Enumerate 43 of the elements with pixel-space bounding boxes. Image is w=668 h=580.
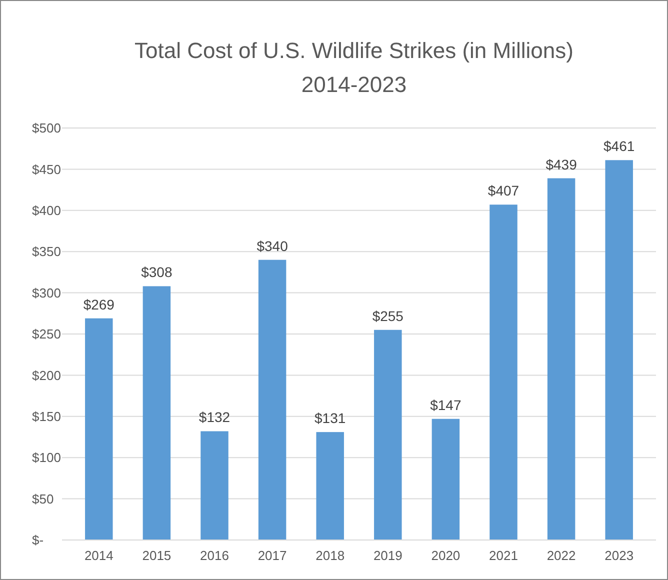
y-tick-label: $- — [32, 532, 44, 548]
data-label: $131 — [314, 410, 346, 426]
bar — [316, 432, 344, 540]
x-tick-label: 2015 — [142, 548, 172, 563]
x-tick-label: 2019 — [373, 548, 402, 563]
y-tick-label: $450 — [32, 162, 61, 177]
chart-title: Total Cost of U.S. Wildlife Strikes (in Millions) — [134, 38, 574, 63]
y-tick-label: $150 — [32, 408, 61, 424]
x-tick-label: 2018 — [316, 548, 345, 563]
bar — [432, 418, 460, 540]
y-tick-label: $350 — [32, 244, 61, 260]
y-tick-label: $250 — [32, 326, 61, 342]
data-label: $132 — [198, 409, 230, 426]
bar — [85, 318, 113, 540]
data-label: $255 — [372, 308, 404, 324]
x-tick-label: 2014 — [84, 548, 114, 563]
data-label: $461 — [604, 138, 635, 154]
chart-subtitle: 2014-2023 — [301, 72, 407, 97]
x-tick-label: 2022 — [546, 548, 576, 563]
y-tick-label: $300 — [32, 285, 61, 300]
y-tick-label: $50 — [32, 491, 54, 506]
bar — [547, 178, 576, 540]
x-tick-label: 2020 — [431, 548, 460, 563]
data-label: $308 — [141, 264, 172, 280]
x-tick-label: 2023 — [604, 548, 634, 563]
data-label: $147 — [430, 396, 462, 413]
y-tick-label: $100 — [32, 450, 61, 466]
x-tick-label: 2021 — [489, 548, 518, 563]
x-tick-label: 2017 — [258, 548, 287, 563]
data-label: $407 — [488, 182, 520, 199]
y-tick-label: $200 — [32, 368, 61, 383]
bar — [142, 286, 171, 540]
data-label: $439 — [546, 156, 578, 172]
y-tick-label: $400 — [32, 202, 61, 218]
bar — [258, 260, 286, 540]
bar — [374, 330, 402, 540]
bar — [490, 204, 518, 540]
data-label: $269 — [83, 296, 115, 312]
y-tick-label: $500 — [32, 120, 61, 136]
bar — [200, 431, 228, 540]
bar — [605, 160, 633, 540]
x-tick-label: 2016 — [200, 548, 229, 563]
data-label: $340 — [256, 238, 288, 254]
